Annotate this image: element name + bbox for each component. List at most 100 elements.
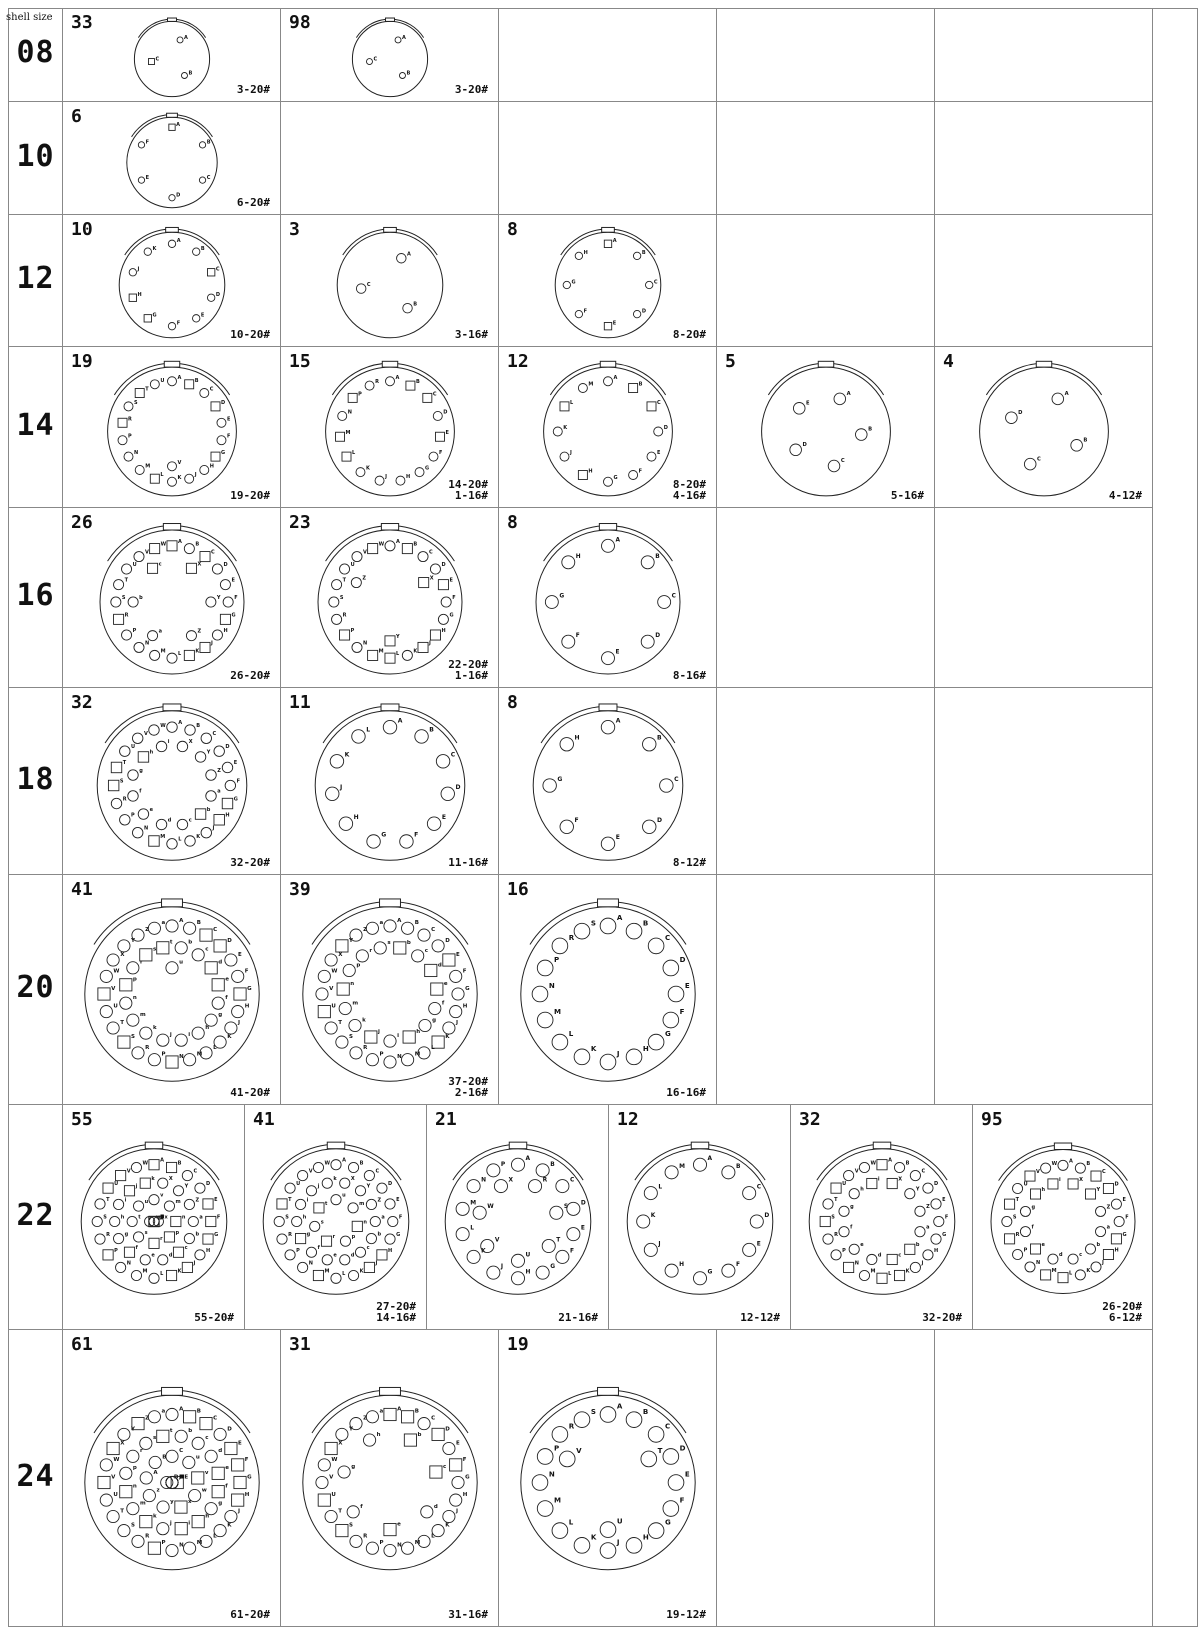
contact-letter: N [481, 1178, 486, 1184]
contact-cavity [355, 283, 367, 294]
contact-cavity [383, 1543, 397, 1558]
contact-cavity [574, 251, 584, 261]
contact-cavity [646, 451, 657, 462]
contact-cavity [224, 1509, 238, 1524]
contact-cavity [838, 1226, 850, 1238]
contact-letter: L [396, 651, 400, 657]
contact-letter: C [429, 550, 433, 556]
contact-letter: A [888, 1158, 892, 1164]
contact-cavity [166, 1269, 178, 1282]
contact-letter: i [1059, 1177, 1061, 1183]
contact-cavity [331, 613, 343, 625]
contact-cavity [336, 982, 350, 996]
contact-cavity [365, 921, 379, 935]
insert-arrangement-cell [935, 102, 1153, 215]
contact-letter: N [309, 1260, 313, 1266]
contact-letter: B [201, 246, 205, 252]
connector-face-drawing: A BCDEFGHJKLMNPRSTUVWXYZabcdefghijkmnprst… [84, 898, 260, 1082]
contact-letter: u [342, 1193, 346, 1199]
contact-spec: 16-16# [666, 1087, 706, 1098]
contact-cavity [210, 401, 221, 412]
contact-cavity [365, 1233, 377, 1245]
contact-letter: D [445, 938, 450, 944]
contact-letter: B [413, 542, 417, 548]
contact-letter: f [225, 995, 228, 1001]
keyway-arc [767, 362, 885, 396]
contact-spec-line: 31-16# [448, 1608, 488, 1621]
contact-letter: S [340, 595, 344, 601]
insert-arrangement-cell [717, 215, 935, 347]
contact-letter: b [207, 807, 211, 813]
contact-letter: F [245, 1457, 249, 1463]
contact-letter: L [366, 727, 370, 734]
contact-cavity [117, 1035, 131, 1049]
contact-letter: J [159, 1214, 162, 1220]
contact-letter: D [441, 562, 445, 568]
contact-letter: B [415, 920, 419, 926]
contact-letter: X [351, 1176, 355, 1182]
contact-cavity [431, 939, 445, 953]
contact-cavity [667, 985, 685, 1003]
contact-cavity [933, 1215, 945, 1228]
key-tab [508, 1141, 528, 1150]
contact-letter: L [342, 1271, 346, 1277]
contact-letter: m [176, 1199, 181, 1205]
contact-cavity [367, 649, 379, 661]
contact-cavity [119, 978, 133, 992]
contact-letter: H [225, 813, 229, 819]
contact-cavity [1004, 1233, 1016, 1245]
contact-cavity [335, 1035, 349, 1049]
contact-cavity [131, 1417, 145, 1431]
keyway-arc [325, 525, 455, 562]
contact-cavity [417, 641, 429, 653]
contact-letter: T [125, 578, 129, 584]
arrangement-number: 19 [507, 1334, 529, 1355]
contact-cavity [1012, 1249, 1024, 1261]
contact-cavity [94, 1198, 106, 1210]
contact-letter: K [345, 752, 350, 759]
contact-letter: p [176, 1230, 180, 1236]
contact-spec: 21-16# [558, 1312, 598, 1323]
contact-cavity [559, 451, 570, 462]
contact-letter: R [145, 1045, 150, 1051]
contact-cavity [405, 380, 416, 391]
contact-cavity [137, 808, 150, 820]
contact-letter: D [657, 817, 662, 824]
contact-letter: B [429, 727, 434, 734]
contact-cavity [342, 963, 356, 978]
contact-letter: Z [378, 1197, 382, 1203]
contact-cavity [149, 649, 161, 661]
contact-cavity [221, 797, 234, 810]
contact-cavity [486, 1163, 501, 1178]
contact-cavity [886, 1177, 898, 1190]
contact-cavity [1085, 1188, 1096, 1200]
contact-cavity [355, 949, 369, 963]
contact-cavity [364, 380, 375, 391]
contact-letter: s [321, 1219, 324, 1225]
contact-letter: H [679, 1262, 684, 1268]
contact-cavity [662, 959, 680, 977]
contact-cavity [109, 1215, 121, 1228]
keyway-arc [998, 1144, 1128, 1181]
contact-cavity [194, 751, 207, 763]
contact-cavity [148, 835, 160, 847]
contact-spec: 26-20# [230, 670, 270, 681]
contact-letter: a [162, 1409, 166, 1415]
key-tab [379, 898, 401, 908]
contact-cavity [174, 1500, 188, 1514]
contact-cavity [172, 1246, 185, 1258]
connector-face-drawing: A BCDEFGHJKLMNPRSTUVWXYZabcdefghijkmnprst… [262, 1141, 410, 1295]
contact-letter: h [205, 1514, 209, 1520]
contact-letter: Z [362, 576, 366, 582]
contact-letter: T [556, 1237, 560, 1243]
contact-cavity [417, 551, 429, 563]
contact-letter: G [160, 1214, 164, 1220]
insert-arrangement-cell [935, 688, 1153, 875]
connector-face-drawing: A BCDEFGHJKLMNPRSTUVWXYZabcdefghijkmnprst… [84, 1386, 260, 1571]
contact-letter: Y [130, 938, 136, 944]
arrangement-number: 32 [799, 1109, 821, 1130]
contact-cavity [183, 1233, 195, 1245]
contact-cavity [510, 1253, 526, 1268]
contact-cavity [284, 1182, 296, 1194]
